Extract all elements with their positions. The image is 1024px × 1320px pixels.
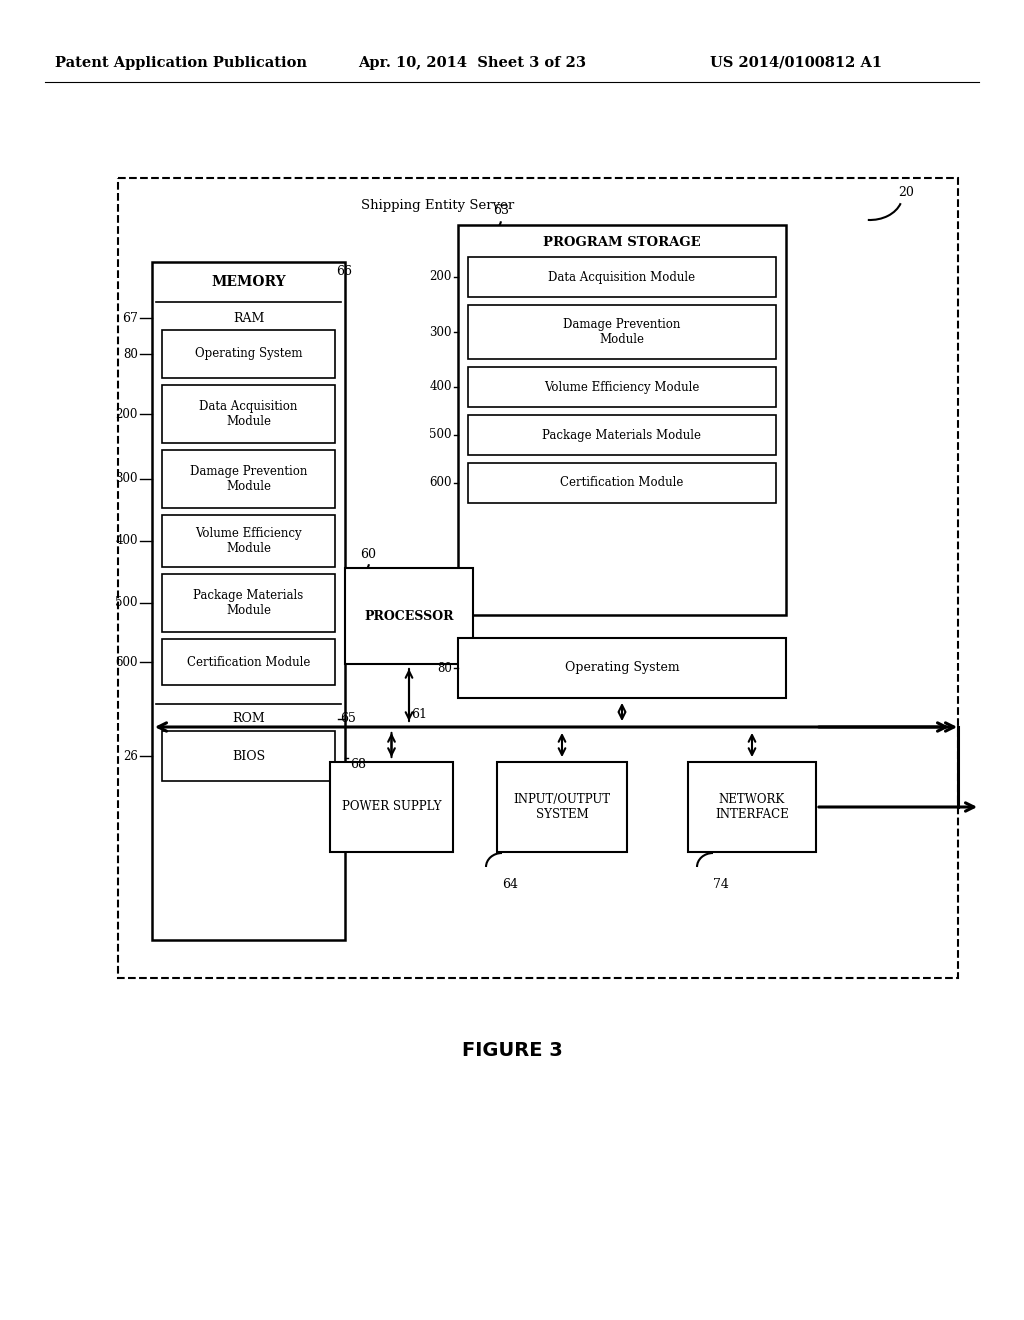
Bar <box>162 385 335 444</box>
Text: 65: 65 <box>340 713 356 726</box>
Bar <box>688 762 816 851</box>
Text: 200: 200 <box>116 408 138 421</box>
Text: 400: 400 <box>429 380 452 393</box>
Text: NETWORK
INTERFACE: NETWORK INTERFACE <box>715 793 788 821</box>
Text: POWER SUPPLY: POWER SUPPLY <box>342 800 441 813</box>
Bar <box>162 639 335 685</box>
Text: Damage Prevention
Module: Damage Prevention Module <box>189 465 307 492</box>
Bar <box>330 762 453 851</box>
Text: Patent Application Publication: Patent Application Publication <box>55 55 307 70</box>
Text: FIGURE 3: FIGURE 3 <box>462 1040 562 1060</box>
Bar <box>458 638 786 698</box>
Bar <box>162 574 335 632</box>
Text: Certification Module: Certification Module <box>186 656 310 668</box>
Text: Data Acquisition
Module: Data Acquisition Module <box>200 400 298 428</box>
Text: 67: 67 <box>122 312 138 325</box>
Text: RAM: RAM <box>232 312 264 325</box>
Text: PROCESSOR: PROCESSOR <box>365 610 454 623</box>
Text: Volume Efficiency Module: Volume Efficiency Module <box>545 380 699 393</box>
Bar <box>162 330 335 378</box>
Bar <box>468 414 776 455</box>
Text: BIOS: BIOS <box>232 750 265 763</box>
Text: Operating System: Operating System <box>195 347 302 360</box>
Text: 66: 66 <box>336 265 352 279</box>
Bar <box>468 463 776 503</box>
Text: Apr. 10, 2014  Sheet 3 of 23: Apr. 10, 2014 Sheet 3 of 23 <box>358 55 586 70</box>
Bar <box>162 515 335 568</box>
Text: 80: 80 <box>123 347 138 360</box>
Text: 400: 400 <box>116 535 138 548</box>
Text: INPUT/OUTPUT
SYSTEM: INPUT/OUTPUT SYSTEM <box>513 793 610 821</box>
Text: Data Acquisition Module: Data Acquisition Module <box>549 271 695 284</box>
Text: 600: 600 <box>429 477 452 490</box>
Text: 26: 26 <box>123 750 138 763</box>
Text: 20: 20 <box>898 186 913 199</box>
Text: Shipping Entity Server: Shipping Entity Server <box>360 199 514 213</box>
Bar <box>345 568 473 664</box>
Bar <box>118 178 958 978</box>
Text: 300: 300 <box>429 326 452 338</box>
Text: Operating System: Operating System <box>564 661 679 675</box>
Bar <box>468 257 776 297</box>
Text: 500: 500 <box>116 597 138 610</box>
Text: Certification Module: Certification Module <box>560 477 684 490</box>
Bar <box>468 305 776 359</box>
Bar <box>162 450 335 508</box>
Text: 200: 200 <box>430 271 452 284</box>
Bar <box>458 224 786 615</box>
Text: 500: 500 <box>429 429 452 441</box>
Text: 61: 61 <box>411 708 427 721</box>
Text: 600: 600 <box>116 656 138 668</box>
Text: Package Materials
Module: Package Materials Module <box>194 589 304 616</box>
Text: PROGRAM STORAGE: PROGRAM STORAGE <box>543 236 700 249</box>
Text: 68: 68 <box>350 758 366 771</box>
Text: Damage Prevention
Module: Damage Prevention Module <box>563 318 681 346</box>
Bar <box>468 367 776 407</box>
Text: 64: 64 <box>502 878 518 891</box>
Bar <box>497 762 627 851</box>
Text: MEMORY: MEMORY <box>211 275 286 289</box>
Bar <box>162 731 335 781</box>
Bar <box>152 261 345 940</box>
Text: Package Materials Module: Package Materials Module <box>543 429 701 441</box>
Text: Volume Efficiency
Module: Volume Efficiency Module <box>196 527 302 554</box>
Text: 80: 80 <box>437 661 452 675</box>
Text: 60: 60 <box>360 548 376 561</box>
Text: 63: 63 <box>493 205 509 218</box>
Text: ROM: ROM <box>232 713 265 726</box>
Text: 74: 74 <box>713 878 729 891</box>
Text: 300: 300 <box>116 473 138 486</box>
Text: US 2014/0100812 A1: US 2014/0100812 A1 <box>710 55 882 70</box>
